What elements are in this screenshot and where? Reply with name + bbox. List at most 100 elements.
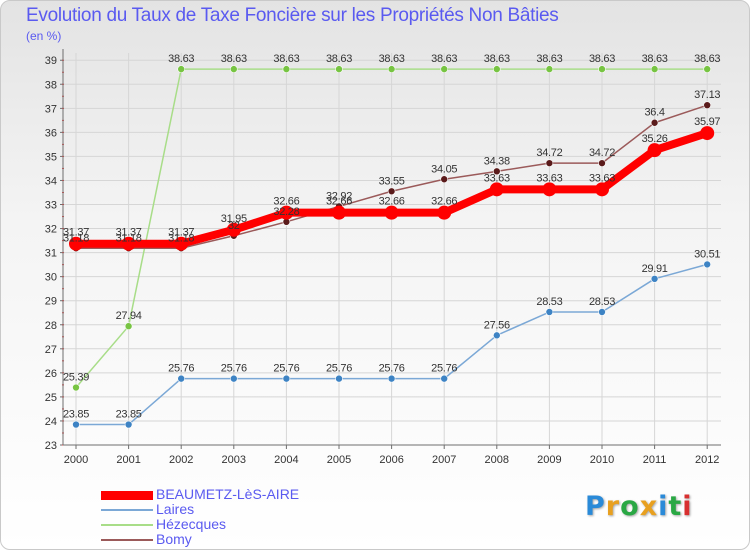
data-point [598,65,606,73]
data-point [598,159,606,167]
data-point [230,65,238,73]
data-point [703,65,712,73]
x-tick-label: 2012 [695,454,719,466]
data-label: 37.13 [694,89,720,101]
x-tick-label: 2010 [590,454,614,466]
chart-legend: BEAUMETZ-LèS-AIRE Laires Hézecques Bomy [101,486,361,547]
data-label: 31.18 [116,232,142,244]
x-tick-label: 2007 [432,454,456,466]
data-point [174,236,189,251]
data-label: 33.63 [589,172,615,184]
data-point [703,101,712,109]
logo-letter: o [620,491,640,522]
data-point [124,420,133,429]
data-label: 32.66 [326,196,352,208]
data-label: 38.63 [589,53,615,65]
data-label: 29.91 [642,263,668,275]
data-point [650,275,659,283]
data-label: 36.4 [644,107,664,119]
data-point [282,374,291,383]
data-point [700,126,715,141]
data-point [545,308,554,316]
data-label: 38.63 [326,53,352,65]
data-label: 25.39 [63,372,89,384]
data-label: 25.76 [168,363,194,375]
proxiti-logo: Proxiti [585,491,693,522]
chart-unit: (en %) [26,29,62,43]
data-label: 25.76 [431,363,457,375]
y-tick-label: 26 [45,368,57,380]
y-tick-label: 32 [45,224,57,236]
y-tick-label: 27 [45,344,57,356]
data-point [492,65,501,73]
y-tick-label: 30 [45,272,57,284]
data-label: 34.05 [431,163,457,175]
data-label: 31.37 [63,227,89,239]
data-label: 38.63 [536,53,562,65]
data-point [440,65,449,73]
logo-letter: r [605,491,621,522]
x-tick-label: 2005 [327,454,351,466]
data-point [387,374,396,383]
y-tick-label: 34 [45,175,57,187]
data-point [335,65,343,73]
data-label: 25.76 [326,363,352,375]
data-point [332,205,346,220]
data-point [542,182,557,197]
data-point [545,65,554,73]
y-tick-label: 37 [45,103,57,115]
data-label: 28.53 [589,296,615,308]
data-label: 38.63 [273,53,299,65]
data-point [282,65,291,73]
data-label: 31.37 [116,227,142,239]
logo-letter: i [682,491,693,522]
legend-swatch [101,509,153,511]
data-point [492,331,501,340]
data-label: 38.63 [168,53,194,65]
data-point [545,159,554,167]
y-tick-label: 28 [45,320,57,332]
data-label: 25.76 [221,363,247,375]
data-label: 38.63 [431,53,457,65]
data-point [72,420,80,429]
legend-swatch [101,490,153,500]
data-label: 34.72 [536,147,562,159]
data-point [440,374,449,383]
legend-item: Laires [101,501,361,517]
x-tick-label: 2003 [222,454,246,466]
data-label: 31.95 [221,213,247,225]
data-label: 38.63 [642,53,668,65]
y-tick-label: 29 [45,296,57,308]
data-label: 25.76 [273,363,299,375]
legend-label: BEAUMETZ-LèS-AIRE [156,486,300,502]
data-label: 38.63 [484,53,510,65]
data-point [647,143,662,158]
data-label: 34.72 [589,147,615,159]
y-tick-label: 33 [45,200,57,212]
chart-title: Evolution du Taux de Taxe Foncière sur l… [26,5,559,26]
data-point [598,308,606,316]
data-label: 31.18 [168,232,194,244]
legend-swatch [101,539,153,541]
y-tick-label: 31 [45,248,57,260]
data-label: 28.53 [536,296,562,308]
y-tick-label: 24 [45,416,57,428]
legend-label: Laires [156,501,195,517]
data-label: 34.38 [484,155,510,167]
data-label: 35.26 [642,133,668,145]
data-label: 38.63 [221,53,247,65]
data-point [69,236,83,251]
data-label: 32.66 [379,196,405,208]
data-point [387,187,396,196]
data-point [279,205,294,220]
data-point [650,65,659,73]
legend-item: Bomy [101,531,361,547]
legend-label: Bomy [156,531,192,547]
data-label: 27.94 [116,310,142,322]
data-label: 33.55 [379,175,405,187]
data-label: 32 [228,220,240,232]
data-point [121,236,136,251]
legend-item: BEAUMETZ-LèS-AIRE [101,486,361,502]
